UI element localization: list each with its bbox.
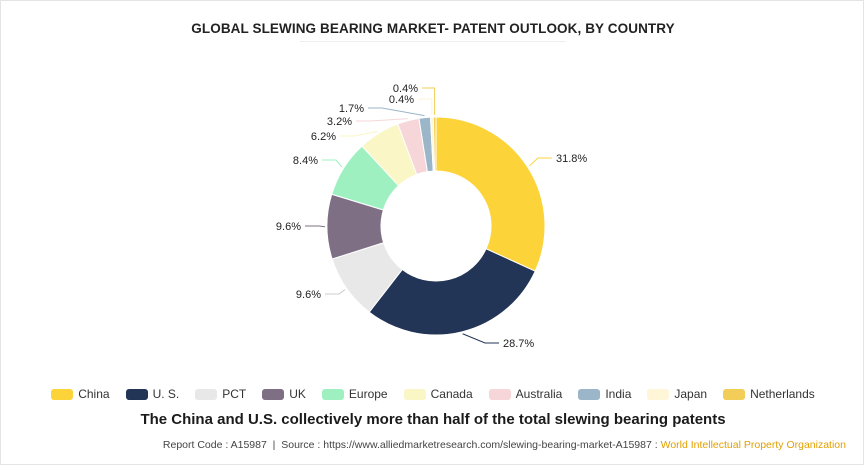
slice-netherlands[interactable] bbox=[432, 116, 437, 172]
legend-label: Netherlands bbox=[750, 387, 815, 401]
legend-swatch bbox=[578, 388, 601, 400]
legend-item-australia[interactable]: Australia bbox=[488, 387, 563, 401]
legend-item-netherlands[interactable]: Netherlands bbox=[723, 387, 815, 401]
legend-label: Japan bbox=[674, 387, 708, 401]
legend-item-uk[interactable]: UK bbox=[262, 387, 306, 401]
legend-item-canada[interactable]: Canada bbox=[403, 387, 473, 401]
leader-line-netherlands bbox=[422, 87, 436, 116]
chart-title: GLOBAL SLEWING BEARING MARKET- PATENT OU… bbox=[191, 21, 675, 36]
data-label-india: 1.7% bbox=[339, 103, 364, 115]
legend-swatch bbox=[488, 388, 511, 400]
legend-item-china[interactable]: China bbox=[51, 387, 110, 401]
leader-line-canada bbox=[340, 131, 378, 137]
legend-item-india[interactable]: India bbox=[578, 387, 631, 401]
legend-item-europe[interactable]: Europe bbox=[321, 387, 388, 401]
legend-swatch bbox=[647, 388, 670, 400]
leader-line-japan bbox=[418, 98, 433, 116]
legend-swatch bbox=[51, 388, 74, 400]
legend-label: Europe bbox=[348, 387, 388, 401]
data-label-canada: 6.2% bbox=[311, 131, 336, 143]
legend-item-japan[interactable]: Japan bbox=[647, 387, 707, 401]
data-label-uk: 9.6% bbox=[276, 221, 301, 233]
leader-line-uk bbox=[305, 225, 326, 228]
legend-swatch bbox=[403, 388, 426, 400]
legend-label: China bbox=[78, 387, 110, 401]
data-label-australia: 3.2% bbox=[327, 116, 352, 128]
legend-label: Canada bbox=[430, 387, 473, 401]
data-label-china: 31.8% bbox=[556, 153, 587, 165]
leader-line-china bbox=[529, 157, 552, 167]
legend-label: U. S. bbox=[152, 387, 180, 401]
leader-line-india bbox=[368, 107, 425, 117]
report-code: Report Code : A15987 bbox=[162, 439, 267, 451]
footer: Report Code : A15987 | Source : https://… bbox=[163, 439, 846, 451]
data-label-u-s: 28.7% bbox=[503, 338, 534, 350]
legend-item-u-s[interactable]: U. S. bbox=[125, 387, 180, 401]
source-organization[interactable]: World Intellectual Property Organization bbox=[660, 439, 846, 451]
leader-line-australia bbox=[356, 118, 408, 122]
leader-line-europe bbox=[322, 159, 343, 168]
data-label-netherlands: 0.4% bbox=[393, 83, 418, 95]
legend-label: Australia bbox=[515, 387, 563, 401]
legend-label: UK bbox=[289, 387, 306, 401]
legend-item-pct[interactable]: PCT bbox=[195, 387, 246, 401]
legend-swatch bbox=[262, 388, 285, 400]
legend-swatch bbox=[195, 388, 218, 400]
legend-label: PCT bbox=[222, 387, 247, 401]
legend-swatch bbox=[125, 388, 148, 400]
legend-swatch bbox=[723, 388, 746, 400]
slice-china[interactable] bbox=[435, 116, 546, 272]
data-label-europe: 8.4% bbox=[293, 155, 318, 167]
legend-swatch bbox=[321, 388, 344, 400]
slice-u-s[interactable] bbox=[368, 248, 536, 336]
chart-legend: China U. S. PCT UK Europe Canada Australia Indi… bbox=[0, 387, 866, 401]
leader-line-u-s bbox=[462, 333, 499, 344]
footer-separator: | bbox=[272, 439, 276, 451]
data-label-pct: 9.6% bbox=[296, 289, 321, 301]
title-divider bbox=[300, 41, 566, 42]
data-label-japan: 0.4% bbox=[389, 94, 414, 106]
leader-line-pct bbox=[325, 289, 346, 295]
chart-caption: The China and U.S. collectively more tha… bbox=[140, 411, 726, 428]
legend-label: India bbox=[605, 387, 632, 401]
source-text: Source : https://www.alliedmarketresearc… bbox=[281, 439, 658, 451]
